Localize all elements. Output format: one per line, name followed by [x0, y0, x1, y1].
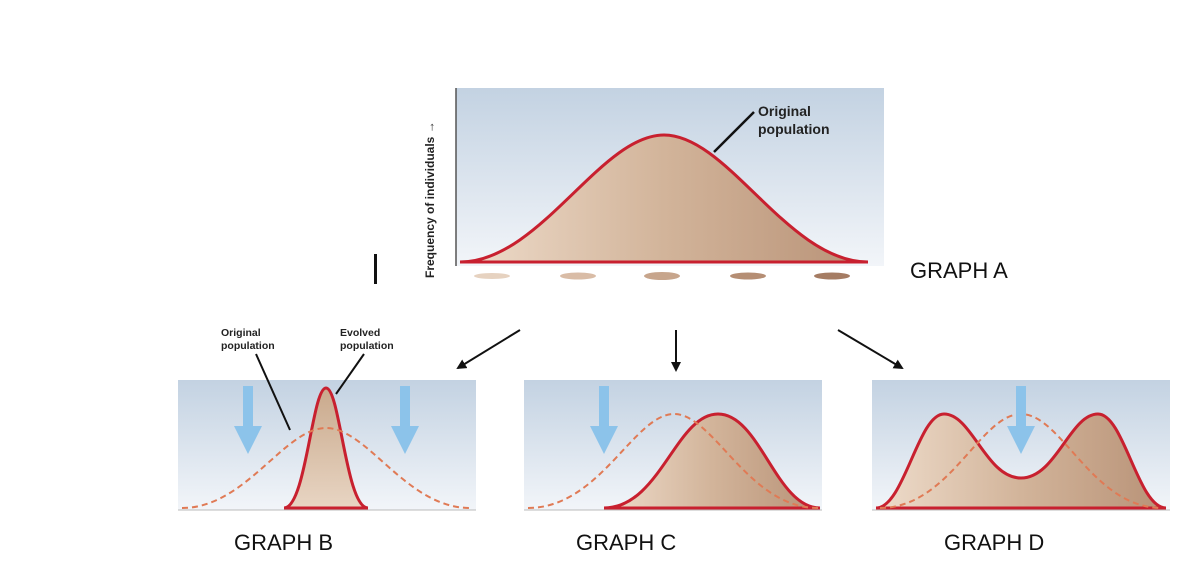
- graph-c-title: GRAPH C: [576, 530, 676, 555]
- graph-b-original-label-line1: Original: [221, 327, 261, 339]
- graph-c-original-dashed-curve: [527, 412, 819, 509]
- graph-b-title: GRAPH B: [234, 530, 333, 555]
- graph-b-original-pointer: [255, 353, 291, 431]
- graph-b: Original population Evolved population G…: [178, 327, 476, 555]
- connector-arrows: [456, 329, 904, 372]
- graph-c-selection-arrow: [590, 386, 618, 454]
- arrow-to-graph-b: [456, 329, 521, 370]
- graph-d: GRAPH D: [872, 380, 1170, 555]
- graph-a-curve-pointer: [713, 111, 755, 153]
- graph-a-original-curve: [459, 133, 869, 264]
- graph-a-y-axis-label: Frequency of individuals →: [423, 121, 437, 278]
- graph-b-evolved-label-line2: population: [340, 340, 394, 352]
- graph-a: Original population Frequency of individ…: [423, 88, 1008, 283]
- graph-a-phenotype-marks: [474, 272, 850, 280]
- graph-b-original-label-line2: population: [221, 340, 275, 352]
- graph-d-evolved-bimodal-curve: [875, 412, 1167, 510]
- graph-d-selection-arrow: [1007, 386, 1035, 454]
- graph-a-curve-label-line2: population: [758, 121, 830, 137]
- graph-b-evolved-label-line1: Evolved: [340, 327, 380, 339]
- graph-b-selection-arrow-right: [391, 386, 419, 454]
- graph-a-title: GRAPH A: [910, 258, 1008, 283]
- arrow-to-graph-d: [837, 329, 904, 370]
- graph-d-title: GRAPH D: [944, 530, 1044, 555]
- graph-b-evolved-pointer: [335, 353, 365, 395]
- text-cursor-bar: [374, 254, 377, 284]
- graph-b-selection-arrow-left: [234, 386, 262, 454]
- graph-b-evolved-curve: [283, 386, 369, 510]
- graph-a-curve-label-line1: Original: [758, 103, 811, 119]
- graph-c-evolved-curve: [603, 412, 821, 510]
- graph-b-original-dashed-curve: [181, 426, 471, 509]
- graph-c: GRAPH C: [524, 380, 822, 555]
